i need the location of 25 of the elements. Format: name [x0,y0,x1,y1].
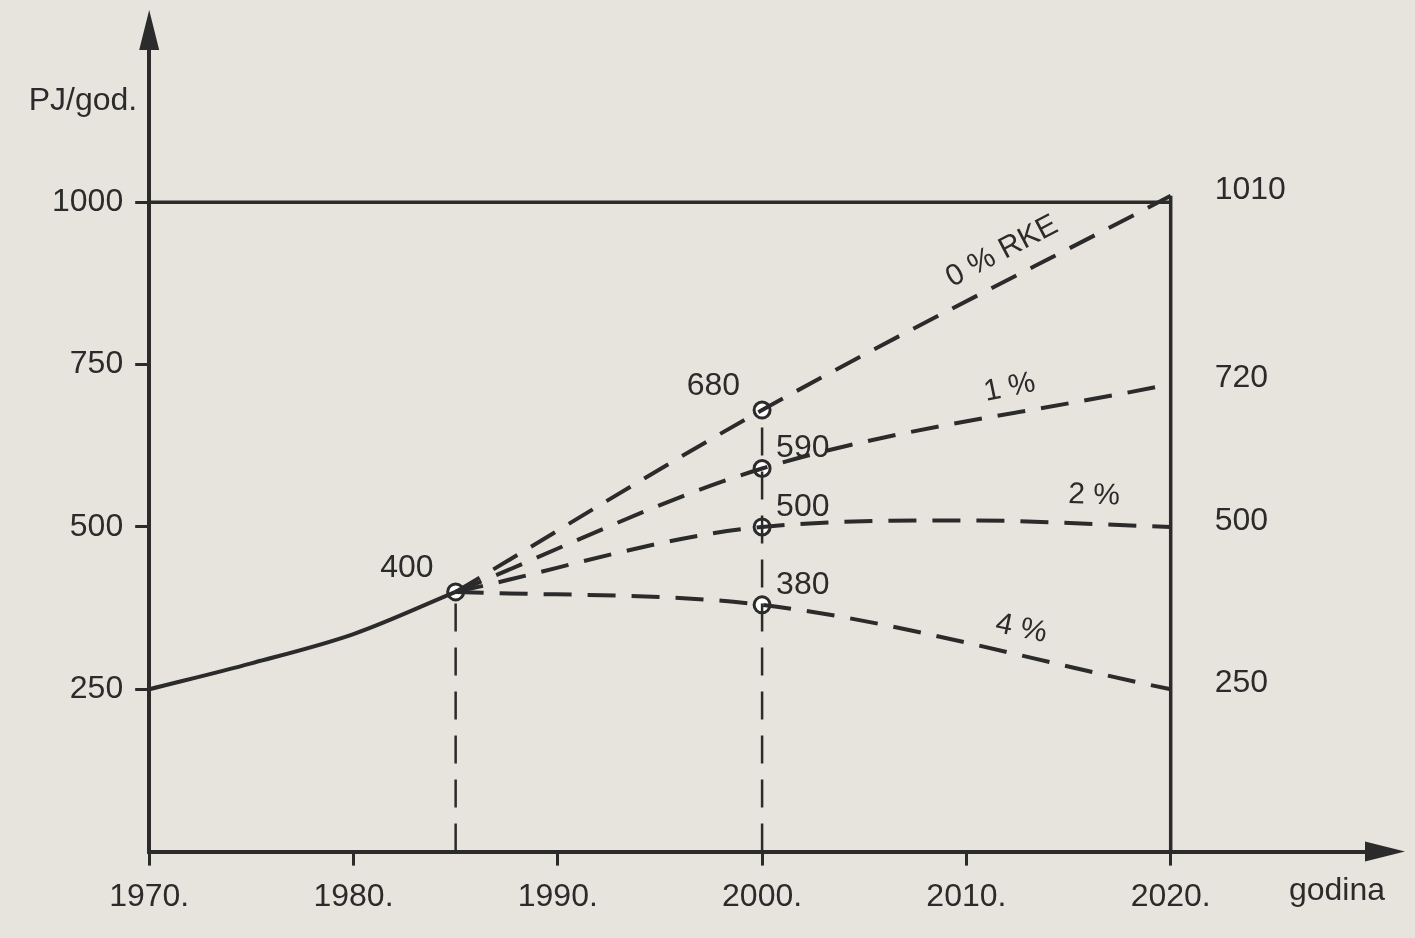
data-label: 400 [380,547,434,584]
data-label: 590 [776,428,830,465]
x-tick-label: 1980. [313,876,394,913]
y-tick-label: 250 [69,669,124,706]
data-label: 1010 [1214,169,1286,206]
text: 1 % [980,364,1038,407]
data-label: 500 [1214,500,1269,537]
x-axis-title: godina [1288,870,1386,907]
y-tick-label: 500 [69,506,124,543]
series-label: 2 % [1067,475,1121,511]
y-tick-label: 1000 [52,182,124,219]
x-tick-label: 1990. [517,876,598,913]
x-tick-label: 2000. [722,876,803,913]
x-tick-label: 2020. [1130,876,1211,913]
y-tick-label: 750 [69,344,124,381]
text: 0 % RKE [939,206,1063,293]
data-label: 250 [1214,663,1269,700]
data-label: 720 [1214,357,1269,394]
text: 4 % [993,605,1051,648]
x-tick-label: 2010. [926,876,1007,913]
data-label: 680 [686,365,741,402]
data-label: 500 [776,486,830,523]
data-label: 380 [776,564,830,601]
y-axis-title: PJ/god. [28,81,138,117]
x-tick-label: 1970. [109,876,190,913]
